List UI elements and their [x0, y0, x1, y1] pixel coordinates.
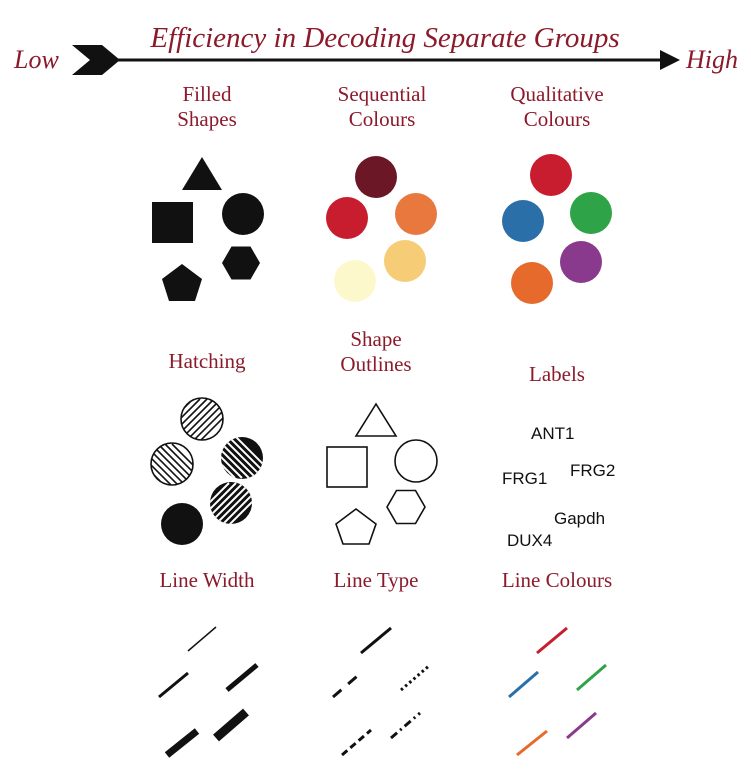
panel-title: Line Width [159, 568, 255, 592]
solid-circle [161, 503, 203, 545]
panel-title-line1: Sequential [338, 82, 427, 106]
panel-title: Labels [529, 362, 585, 386]
filled-hexagon [222, 246, 260, 280]
seq-circle-4 [384, 240, 426, 282]
line-colour-3 [576, 663, 607, 692]
gene-label: Gapdh [554, 509, 605, 528]
line-width-3 [225, 663, 259, 692]
panel-title: Line Colours [502, 568, 612, 592]
line-colour-5 [566, 711, 597, 740]
hatched-circle-sparse [180, 397, 224, 441]
line-type-dotted [400, 663, 431, 692]
efficiency-axis: Efficiency in Decoding Separate Groups L… [13, 22, 738, 75]
outline-circle [394, 439, 438, 483]
line-width-4 [164, 728, 200, 758]
line-width-5 [213, 708, 249, 742]
panel-line-type: Line Type [332, 568, 431, 757]
panel-line-colours: Line Colours [502, 568, 612, 757]
qual-circle-3 [570, 192, 612, 234]
filled-triangle [182, 157, 222, 190]
outline-triangle [354, 402, 398, 437]
panel-qualitative-colours: Qualitative Colours [502, 82, 612, 304]
line-type-solid [360, 626, 392, 655]
line-colour-1 [536, 626, 568, 655]
gene-label: DUX4 [507, 531, 552, 550]
filled-pentagon [162, 264, 202, 301]
seq-circle-5 [334, 260, 376, 302]
panel-labels: Labels ANT1 FRG1 FRG2 Gapdh DUX4 [502, 362, 615, 550]
hatched-circle-reverse [150, 442, 194, 486]
panel-sequential-colours: Sequential Colours [326, 82, 437, 302]
panel-title-line2: Shapes [177, 107, 237, 131]
axis-arrow-head [660, 50, 680, 70]
line-colour-4 [516, 729, 548, 757]
seq-circle-3 [395, 193, 437, 235]
panel-title-line2: Outlines [340, 352, 411, 376]
panel-title-line1: Qualitative [510, 82, 603, 106]
filled-square [152, 202, 193, 243]
panel-hatching: Hatching [150, 349, 263, 545]
seq-circle-2 [326, 197, 368, 239]
seq-circle-1 [355, 156, 397, 198]
line-width-1 [187, 626, 217, 652]
line-colour-2 [508, 670, 539, 699]
qual-circle-4 [511, 262, 553, 304]
axis-title: Efficiency in Decoding Separate Groups [149, 22, 619, 54]
outline-pentagon [335, 508, 377, 545]
gene-label: FRG1 [502, 469, 547, 488]
gene-label: ANT1 [531, 424, 574, 443]
panel-title-line1: Shape [350, 327, 401, 351]
panel-title-line1: Filled [182, 82, 232, 106]
panel-title: Line Type [333, 568, 418, 592]
line-type-dash-dot [390, 711, 421, 740]
line-type-long-dash [332, 670, 363, 699]
outline-square [326, 446, 368, 488]
qual-circle-1 [530, 154, 572, 196]
qual-circle-2 [502, 200, 544, 242]
panel-shape-outlines: Shape Outlines [326, 327, 438, 545]
line-type-short-dash [341, 728, 372, 757]
panel-line-width: Line Width [158, 568, 259, 758]
hatched-circle-dense [221, 437, 263, 479]
panel-title-line2: Colours [349, 107, 416, 131]
filled-circle [222, 193, 264, 235]
line-width-2 [158, 671, 189, 699]
axis-low-label: Low [13, 45, 59, 74]
outline-hexagon [386, 489, 426, 525]
panel-title-line2: Colours [524, 107, 591, 131]
gene-label: FRG2 [570, 461, 615, 480]
panel-title: Hatching [169, 349, 246, 373]
axis-high-label: High [685, 45, 738, 74]
qual-circle-5 [560, 241, 602, 283]
axis-arrow-tail [72, 45, 120, 75]
panel-filled-shapes: Filled Shapes [152, 82, 264, 301]
hatched-circle-heavy [210, 482, 252, 524]
